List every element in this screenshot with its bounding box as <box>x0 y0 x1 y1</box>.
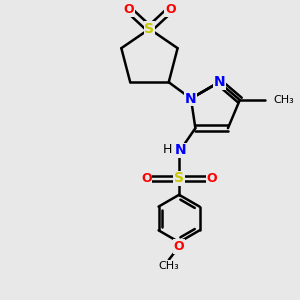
Text: O: O <box>165 3 175 16</box>
Text: CH₃: CH₃ <box>273 95 294 105</box>
Text: O: O <box>123 3 134 16</box>
Text: CH₃: CH₃ <box>158 261 179 271</box>
Text: N: N <box>213 75 225 89</box>
Text: S: S <box>145 22 154 36</box>
Text: N: N <box>175 143 186 158</box>
Text: N: N <box>185 92 197 106</box>
Text: O: O <box>174 240 184 253</box>
Text: H: H <box>163 143 172 156</box>
Text: S: S <box>174 172 184 185</box>
Text: O: O <box>141 172 152 185</box>
Text: O: O <box>206 172 217 185</box>
